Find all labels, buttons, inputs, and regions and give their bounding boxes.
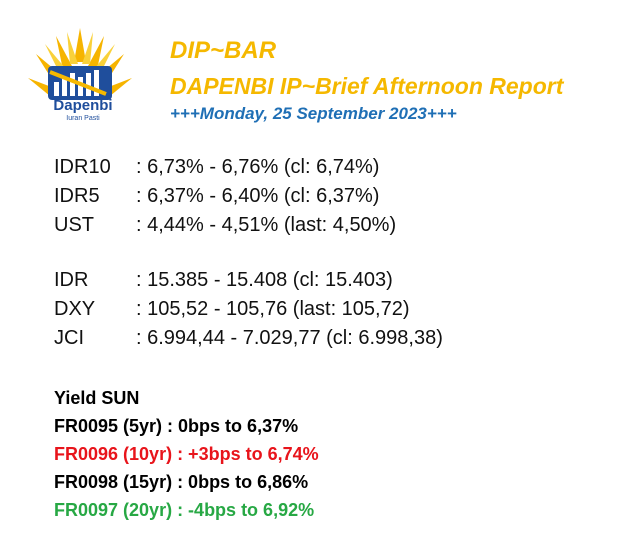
rate-row: UST : 4,44% - 4,51% (last: 4,50%) (54, 211, 396, 240)
report-title: DIP~BAR (170, 37, 277, 64)
logo-wordmark: Dapenbi (53, 97, 113, 114)
yield-item: FR0095 (5yr) : 0bps to 6,37% (54, 416, 299, 436)
report-date: +++Monday, 25 September 2023+++ (170, 104, 457, 123)
rate-row: IDR5 : 6,37% - 6,40% (cl: 6,37%) (54, 182, 396, 211)
yield-item: FR0096 (10yr) : +3bps to 6,74% (54, 444, 319, 464)
rate-value: : 6,37% - 6,40% (cl: 6,37%) (136, 185, 380, 207)
market-value: : 105,52 - 105,76 (last: 105,72) (136, 298, 410, 320)
market-label: JCI (54, 327, 84, 349)
markets-block: IDR : 15.385 - 15.408 (cl: 15.403) DXY : 1… (54, 266, 443, 353)
rate-label: UST (54, 214, 94, 236)
rates-block: IDR10 : 6,73% - 6,76% (cl: 6,74%) IDR5 : 6… (54, 153, 396, 240)
dapenbi-logo (28, 28, 132, 100)
yield-heading: Yield SUN (54, 388, 140, 408)
market-label: DXY (54, 298, 96, 320)
yield-item: FR0098 (15yr) : 0bps to 6,86% (54, 472, 309, 492)
rate-label: IDR5 (54, 185, 100, 207)
market-label: IDR (54, 269, 89, 291)
rate-value: : 4,44% - 4,51% (last: 4,50%) (136, 214, 397, 236)
market-row: IDR : 15.385 - 15.408 (cl: 15.403) (54, 266, 443, 295)
rate-label: IDR10 (54, 156, 111, 178)
market-value: : 15.385 - 15.408 (cl: 15.403) (136, 269, 393, 291)
rate-row: IDR10 : 6,73% - 6,76% (cl: 6,74%) (54, 153, 396, 182)
logo-tagline: Iuran Pasti (66, 115, 100, 122)
rate-value: : 6,73% - 6,76% (cl: 6,74%) (136, 156, 380, 178)
report-subtitle: DAPENBI IP~Brief Afternoon Report (170, 73, 564, 99)
yield-item: FR0097 (20yr) : -4bps to 6,92% (54, 500, 315, 520)
market-row: DXY : 105,52 - 105,76 (last: 105,72) (54, 295, 443, 324)
market-value: : 6.994,44 - 7.029,77 (cl: 6.998,38) (136, 327, 443, 349)
yield-section: Yield SUN FR0095 (5yr) : 0bps to 6,37% F… (54, 384, 319, 524)
market-row: JCI : 6.994,44 - 7.029,77 (cl: 6.998,38) (54, 324, 443, 353)
